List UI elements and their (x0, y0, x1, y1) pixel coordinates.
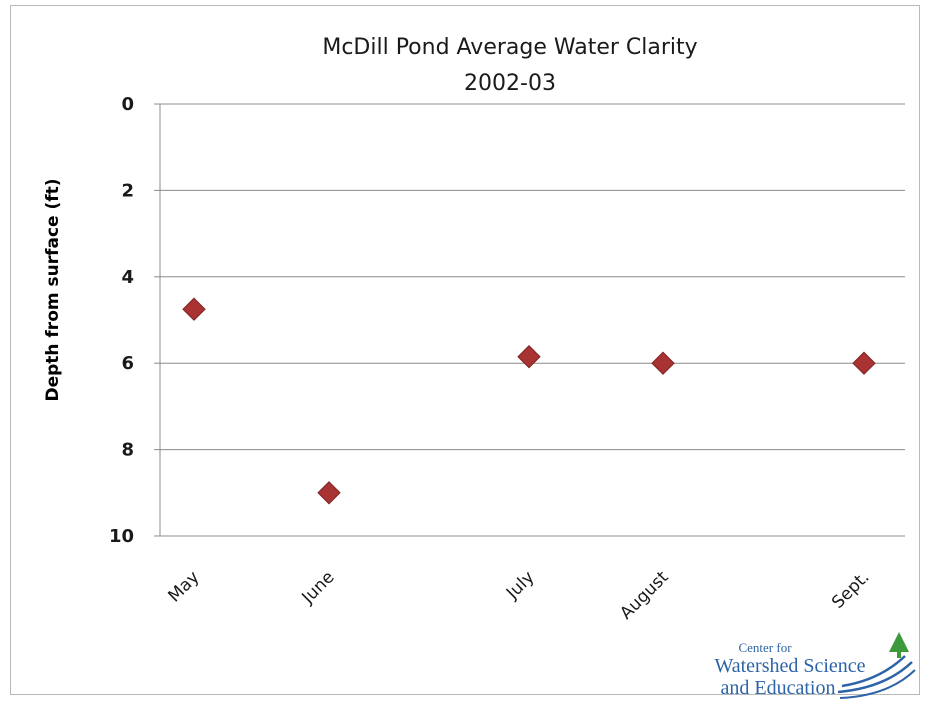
data-point-diamond (182, 297, 206, 321)
chart-title: McDill Pond Average Water Clarity (322, 35, 697, 60)
data-point-diamond (852, 351, 876, 375)
y-tick-label: 6 (121, 353, 134, 374)
x-category-label: June (298, 567, 339, 608)
gridlines (160, 103, 905, 451)
logo-line-3: and Education (721, 677, 836, 699)
y-tick-label: 10 (109, 526, 134, 547)
watershed-logo: Center for Watershed Science and Educati… (714, 632, 916, 699)
x-category-labels: May June July August Sept. (165, 567, 874, 623)
y-axis-label: Depth from surface (ft) (43, 178, 63, 401)
logo-wave-icon (839, 669, 916, 699)
tree-trunk-icon (897, 652, 901, 658)
logo-wave-icon (841, 655, 906, 688)
logo-wave-icon (837, 661, 913, 694)
y-tick-label: 8 (121, 440, 134, 461)
data-point-diamond (651, 351, 675, 375)
data-point-diamond (517, 345, 541, 369)
x-category-label: May (165, 567, 204, 606)
data-point-diamond (317, 481, 341, 505)
chart-frame (10, 5, 920, 695)
y-tick-label: 2 (121, 180, 134, 201)
logo-line-2: Watershed Science (714, 655, 865, 677)
x-category-label: August (616, 567, 672, 623)
logo-line-1: Center for (738, 640, 792, 655)
y-tick-labels: 0 2 4 6 8 10 (109, 94, 134, 547)
axes (154, 103, 905, 537)
chart-subtitle: 2002-03 (464, 71, 556, 96)
y-tick-label: 4 (121, 267, 134, 288)
data-points (182, 297, 876, 505)
tree-icon (889, 632, 909, 652)
y-tick-label: 0 (121, 94, 134, 115)
x-category-label: July (502, 567, 538, 603)
x-category-label: Sept. (828, 567, 873, 612)
